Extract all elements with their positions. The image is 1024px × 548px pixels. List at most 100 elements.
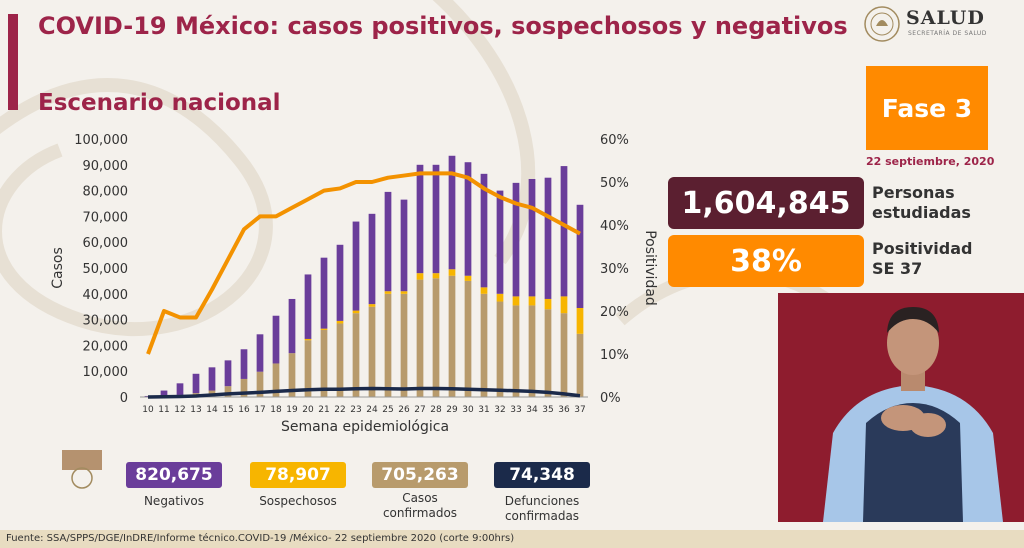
bar-negativos xyxy=(400,199,408,292)
x-tick-label: 19 xyxy=(286,405,298,415)
y-tick-label: 40,000 xyxy=(83,288,129,303)
x-tick-label: 30 xyxy=(462,405,474,415)
bar-sospechosos xyxy=(448,269,456,276)
persons-studied-value: 1,604,845 xyxy=(668,177,864,229)
y-tick-label: 60,000 xyxy=(83,236,129,251)
x-tick-label: 25 xyxy=(382,405,393,415)
y-tick-label: 70,000 xyxy=(83,210,129,225)
bar-negativos xyxy=(480,173,488,288)
bar-negativos xyxy=(496,190,504,294)
x-axis-title: Semana epidemiológica xyxy=(281,419,449,435)
bar-confirmados xyxy=(416,279,424,397)
bar-sospechosos xyxy=(512,296,520,306)
bar-confirmados xyxy=(448,275,456,397)
deaths-label-line1: Defunciones xyxy=(504,494,580,508)
source-footer: Fuente: SSA/SPPS/DGE/InDRE/Informe técni… xyxy=(0,530,1024,548)
confirmed-label-line1: Casos xyxy=(402,491,438,505)
line-defunciones xyxy=(147,386,581,399)
x-tick-label: 31 xyxy=(478,405,489,415)
bar-negativos xyxy=(544,177,552,299)
bar-sospechosos xyxy=(320,328,328,330)
bar-negativos xyxy=(560,166,568,297)
bar-confirmados xyxy=(576,333,584,397)
x-tick-label: 26 xyxy=(398,405,410,415)
persons-label-line1: Personas xyxy=(872,183,955,202)
y2-axis-title: Positividad xyxy=(642,230,658,306)
bar-sospechosos xyxy=(496,293,504,302)
x-tick-label: 32 xyxy=(494,405,505,415)
positivity-value: 38% xyxy=(668,235,864,287)
bar-sospechosos xyxy=(400,291,408,294)
bar-negativos xyxy=(224,360,232,387)
bar-sospechosos xyxy=(352,310,360,314)
deaths-label: Defunciones confirmadas xyxy=(477,494,607,524)
y-tick-label: 50,000 xyxy=(83,262,129,277)
bar-confirmados xyxy=(288,353,296,397)
bar-confirmados xyxy=(304,340,312,397)
bar-confirmados xyxy=(512,305,520,397)
bar-negativos xyxy=(528,178,536,297)
interpreter-figure xyxy=(778,293,1024,522)
bar-confirmados xyxy=(336,323,344,397)
x-tick-label: 16 xyxy=(238,405,250,415)
bar-confirmados xyxy=(400,293,408,397)
y2-tick-label: 0% xyxy=(600,391,621,406)
negatives-value: 820,675 xyxy=(126,462,222,488)
y2-tick-label: 10% xyxy=(600,348,629,363)
page-subtitle: Escenario nacional xyxy=(38,90,281,116)
x-tick-label: 37 xyxy=(574,405,585,415)
suspects-label: Sospechosos xyxy=(259,494,337,508)
bar-confirmados xyxy=(480,293,488,397)
bar-negativos xyxy=(464,162,472,276)
confirmed-label-line2: confirmados xyxy=(382,506,458,520)
x-tick-label: 29 xyxy=(446,405,458,415)
bar-negativos xyxy=(256,334,264,372)
y2-tick-label: 20% xyxy=(600,305,629,320)
positivity-label-line2: SE 37 xyxy=(872,259,923,278)
x-tick-label: 22 xyxy=(334,405,345,415)
x-tick-label: 14 xyxy=(206,405,218,415)
positivity-label-line1: Positividad xyxy=(872,239,973,258)
y-tick-label: 80,000 xyxy=(83,185,129,200)
bar-confirmados xyxy=(544,309,552,397)
bar-sospechosos xyxy=(464,275,472,281)
x-tick-label: 13 xyxy=(190,405,201,415)
confirmed-label: Casos confirmados xyxy=(355,491,485,521)
bar-confirmados xyxy=(384,293,392,397)
bar-sospechosos xyxy=(560,296,568,314)
x-tick-label: 35 xyxy=(542,405,553,415)
x-tick-label: 24 xyxy=(366,405,378,415)
y2-tick-label: 40% xyxy=(600,219,629,234)
x-tick-label: 34 xyxy=(526,405,538,415)
x-tick-label: 17 xyxy=(254,405,265,415)
bar-sospechosos xyxy=(416,273,424,280)
y-tick-label: 10,000 xyxy=(83,365,129,380)
x-tick-label: 36 xyxy=(558,405,570,415)
bar-sospechosos xyxy=(480,287,488,294)
x-tick-label: 20 xyxy=(302,405,314,415)
bar-confirmados xyxy=(368,306,376,397)
bar-confirmados xyxy=(560,313,568,397)
y-tick-label: 0 xyxy=(120,391,128,406)
bar-sospechosos xyxy=(432,273,440,279)
deaths-value: 74,348 xyxy=(494,462,590,488)
bar-negativos xyxy=(336,244,344,321)
bar-negativos xyxy=(432,164,440,274)
bar-sospechosos xyxy=(368,304,376,307)
page-title: COVID-19 México: casos positivos, sospec… xyxy=(38,12,848,40)
x-tick-label: 11 xyxy=(158,405,169,415)
y-tick-label: 20,000 xyxy=(83,339,129,354)
bar-confirmados xyxy=(528,305,536,397)
bar-negativos xyxy=(368,213,376,305)
heroes-emblem-icon xyxy=(62,450,102,489)
bar-sospechosos xyxy=(576,307,584,334)
persons-studied-label: Personas estudiadas xyxy=(872,183,971,223)
x-tick-label: 27 xyxy=(414,405,425,415)
bar-negativos xyxy=(272,315,280,364)
y-tick-label: 90,000 xyxy=(83,159,129,174)
bar-negativos xyxy=(512,182,520,297)
bar-confirmados xyxy=(432,278,440,397)
bar-negativos xyxy=(240,349,248,379)
bar-negativos xyxy=(304,274,312,339)
logo-name: SALUD xyxy=(906,7,985,29)
